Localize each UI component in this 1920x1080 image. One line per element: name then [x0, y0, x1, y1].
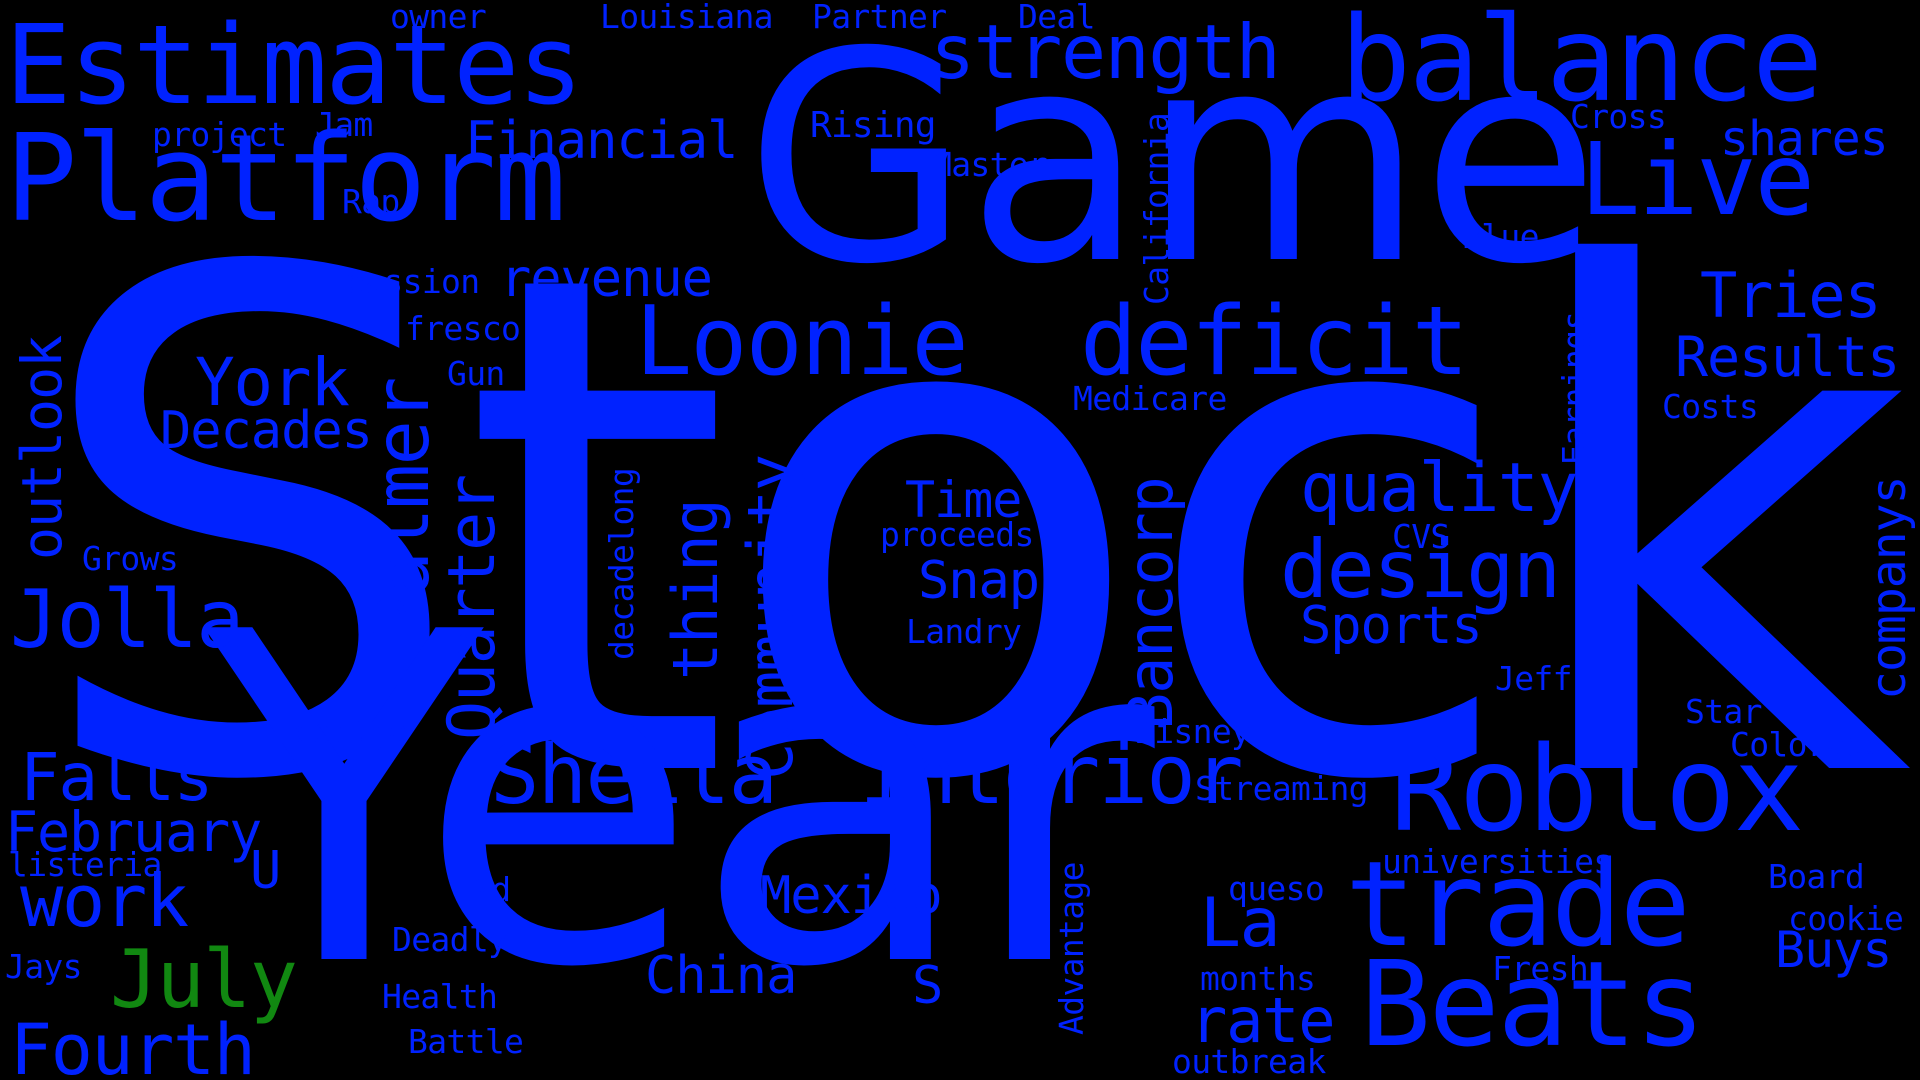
word-decades: Decades — [160, 401, 373, 461]
word-time: Time — [905, 471, 1022, 529]
word-u: U — [250, 841, 281, 901]
word-medicare: Medicare — [1073, 379, 1227, 418]
word-buys: Buys — [1775, 921, 1892, 979]
word-stock: Stock — [30, 128, 1912, 931]
word-sports: Sports — [1300, 596, 1483, 656]
word-york: York — [195, 344, 350, 421]
word-listeria: listeria — [8, 845, 162, 884]
word-deal: Deal — [1018, 0, 1096, 36]
word-estimates: Estimates — [5, 1, 583, 129]
word-blue: Blue — [1462, 217, 1540, 256]
word-disney: Disney — [1135, 712, 1251, 751]
word-streaming: Streaming — [1195, 769, 1369, 808]
word-owner: owner — [390, 0, 487, 36]
word-bancorp: Bancorp — [1114, 477, 1187, 730]
word-universities: universities — [1382, 842, 1613, 881]
word-advantage: Advantage — [1052, 862, 1091, 1035]
word-california: California — [1137, 112, 1176, 305]
word-cross: Cross — [1570, 97, 1667, 136]
word-jays: Jays — [5, 947, 83, 986]
word-beats: Beats — [1360, 935, 1706, 1073]
word-design: design — [1280, 523, 1561, 616]
word-colorado: Colorado — [1730, 725, 1884, 764]
word-quarter: Quarter — [435, 475, 510, 740]
word-work: work — [20, 859, 189, 943]
word-grows: Grows — [82, 539, 179, 578]
word-deficit: deficit — [1080, 287, 1469, 397]
word-costs: Costs — [1662, 387, 1759, 426]
word-quality: quality — [1300, 449, 1578, 528]
word-loonie: Loonie — [635, 287, 969, 397]
word-outlook: outlook — [10, 335, 74, 560]
word-july: July — [110, 933, 298, 1026]
word-battle: Battle — [408, 1022, 524, 1061]
word-fresh: Fresh — [1492, 949, 1589, 988]
word-tries: Tries — [1700, 259, 1882, 332]
word-interior: interior — [860, 728, 1243, 823]
word-china: China — [645, 946, 797, 1006]
word-fresco: fresco — [405, 309, 521, 348]
word-proceeds: proceeds — [880, 515, 1034, 554]
word-cookie: cookie — [1788, 899, 1904, 938]
word-platform: Platform — [5, 110, 566, 249]
word-cotija: cotija — [292, 712, 408, 751]
word-palmer: Palmer — [358, 378, 446, 640]
word-board: Board — [1768, 857, 1865, 896]
word-gun: Gun — [447, 354, 505, 393]
word-year: Year — [205, 538, 1155, 1067]
word-deadly: Deadly — [392, 920, 508, 959]
word-revenue: revenue — [500, 249, 713, 309]
word-jeff: Jeff — [1495, 659, 1573, 698]
word-md: Md — [472, 870, 511, 909]
word-balance: balance — [1340, 0, 1823, 128]
word-snap: Snap — [918, 551, 1040, 611]
word-jolla: Jolla — [10, 573, 244, 666]
word-roblox: Roblox — [1390, 720, 1804, 858]
word-queso: queso — [1228, 869, 1325, 908]
word-mexico: Mexico — [760, 866, 943, 926]
word-financial: Financial — [465, 111, 738, 171]
word-passion: passion — [345, 262, 480, 301]
word-master: Master — [932, 145, 1048, 184]
word-health: Health — [382, 977, 498, 1016]
word-strength: strength — [930, 8, 1281, 96]
word-community: Community — [734, 455, 807, 780]
word-rising: Rising — [810, 105, 936, 146]
word-live: Live — [1580, 121, 1815, 238]
word-trade: trade — [1345, 835, 1691, 973]
word-cvs: CVS — [1392, 517, 1450, 556]
word-shares: shares — [1720, 111, 1889, 167]
word-jam: Jam — [315, 105, 373, 144]
word-companys: companys — [1861, 476, 1917, 700]
word-partner: Partner — [812, 0, 947, 36]
word-rate: rate — [1190, 984, 1336, 1057]
word-project: project — [152, 115, 287, 154]
word-landry: Landry — [906, 612, 1022, 651]
word-decadelong: decadelong — [602, 467, 641, 660]
word-results: Results — [1675, 325, 1900, 389]
word-months: months — [1200, 959, 1316, 998]
word-thing: thing — [659, 499, 732, 680]
word-fourth: Fourth — [10, 1009, 256, 1080]
word-earnings: Earnings — [1555, 311, 1594, 465]
word-game: Game — [745, 0, 1600, 328]
word-february: February — [5, 800, 262, 864]
word-star: Star — [1685, 692, 1763, 731]
word-outbreak: outbreak — [1172, 1042, 1326, 1080]
word-s: S — [912, 956, 943, 1016]
word-falls: Falls — [20, 739, 213, 816]
word-rap: Rap — [342, 182, 400, 221]
word-louisiana: Louisiana — [600, 0, 774, 36]
word-sheila: Sheila — [490, 728, 778, 823]
word-la: La — [1200, 884, 1281, 963]
